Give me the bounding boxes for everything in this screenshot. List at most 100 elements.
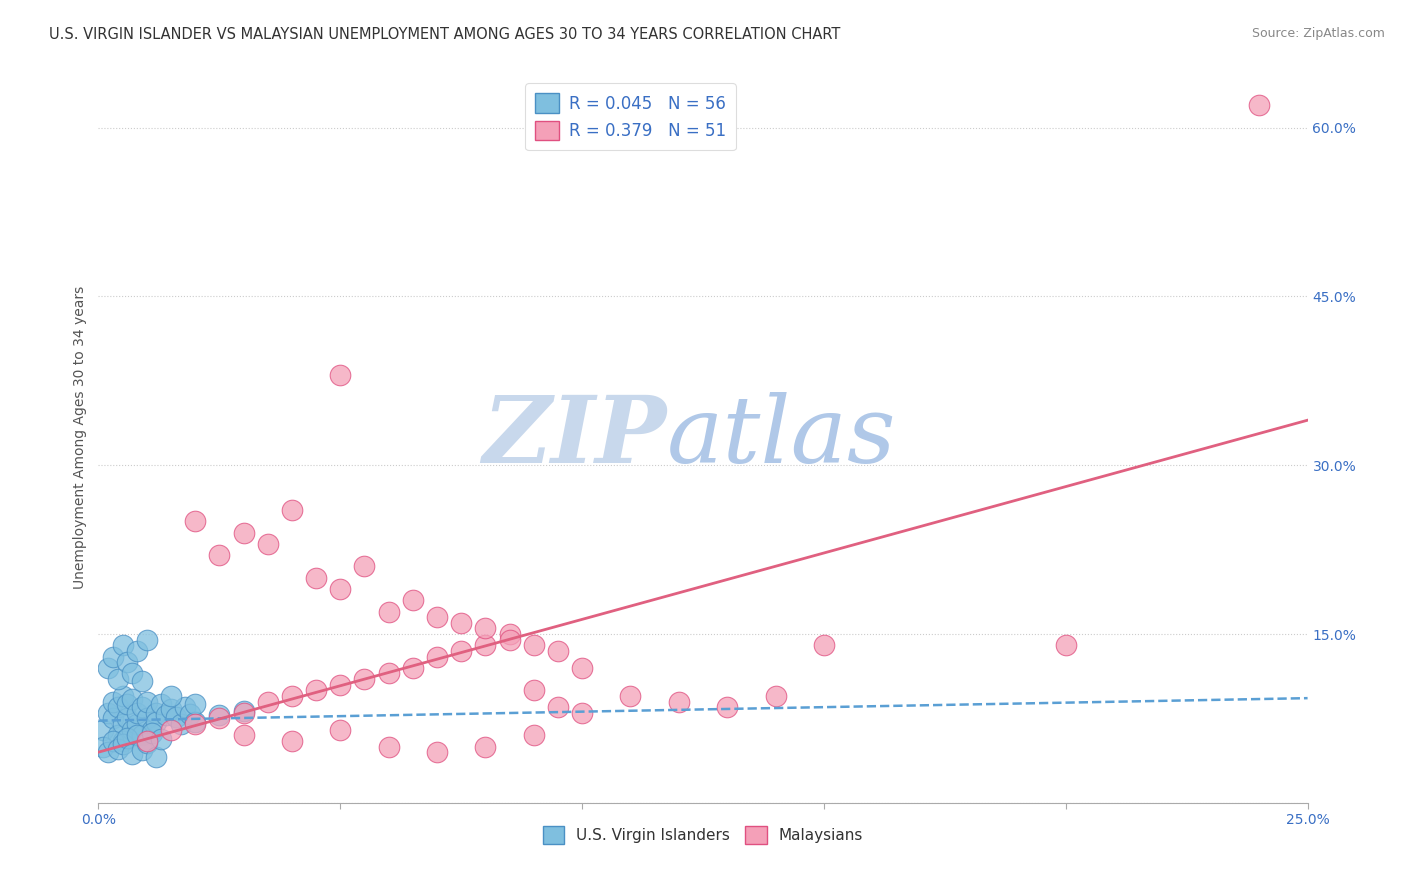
Point <box>353 672 375 686</box>
Point <box>523 728 546 742</box>
Text: atlas: atlas <box>666 392 896 482</box>
Point <box>131 700 153 714</box>
Point <box>101 711 124 725</box>
Point <box>426 649 449 664</box>
Point <box>716 700 738 714</box>
Point <box>208 711 231 725</box>
Point <box>97 661 120 675</box>
Point <box>121 666 143 681</box>
Y-axis label: Unemployment Among Ages 30 to 34 years: Unemployment Among Ages 30 to 34 years <box>73 285 87 589</box>
Text: Source: ZipAtlas.com: Source: ZipAtlas.com <box>1251 27 1385 40</box>
Point <box>111 717 134 731</box>
Point <box>208 708 231 723</box>
Point <box>619 689 641 703</box>
Point <box>107 741 129 756</box>
Point <box>117 697 139 711</box>
Point <box>107 728 129 742</box>
Point <box>281 689 304 703</box>
Point <box>184 717 207 731</box>
Point <box>523 683 546 698</box>
Point <box>329 582 352 596</box>
Point <box>571 706 593 720</box>
Point <box>135 711 157 725</box>
Point <box>101 734 124 748</box>
Point <box>150 697 173 711</box>
Point <box>256 537 278 551</box>
Point <box>127 717 149 731</box>
Point <box>135 694 157 708</box>
Point <box>131 674 153 689</box>
Point <box>169 717 191 731</box>
Point <box>101 694 124 708</box>
Point <box>184 697 207 711</box>
Text: ZIP: ZIP <box>482 392 666 482</box>
Point <box>160 689 183 703</box>
Point <box>145 749 167 764</box>
Point <box>135 632 157 647</box>
Point <box>174 700 197 714</box>
Point <box>232 706 254 720</box>
Point <box>184 515 207 529</box>
Point <box>111 737 134 751</box>
Point <box>498 627 520 641</box>
Point <box>232 525 254 540</box>
Point <box>121 692 143 706</box>
Point <box>813 638 835 652</box>
Point <box>131 728 153 742</box>
Point <box>474 739 496 754</box>
Point <box>117 711 139 725</box>
Point <box>117 731 139 745</box>
Point <box>111 734 134 748</box>
Point <box>127 728 149 742</box>
Point <box>145 706 167 720</box>
Point <box>547 700 569 714</box>
Point <box>305 683 328 698</box>
Point <box>402 593 425 607</box>
Point <box>329 368 352 383</box>
Point <box>571 661 593 675</box>
Point <box>111 638 134 652</box>
Point <box>668 694 690 708</box>
Point <box>131 743 153 757</box>
Point <box>353 559 375 574</box>
Point <box>474 621 496 635</box>
Point <box>135 734 157 748</box>
Point <box>232 728 254 742</box>
Point <box>141 726 163 740</box>
Point <box>160 702 183 716</box>
Point <box>426 610 449 624</box>
Point <box>107 700 129 714</box>
Point <box>145 714 167 729</box>
Point <box>498 632 520 647</box>
Point <box>184 714 207 729</box>
Point <box>281 503 304 517</box>
Point <box>97 706 120 720</box>
Point <box>111 689 134 703</box>
Point <box>377 666 399 681</box>
Point <box>208 548 231 562</box>
Point <box>329 723 352 737</box>
Point <box>523 638 546 652</box>
Point <box>150 731 173 746</box>
Point <box>141 723 163 737</box>
Point <box>256 694 278 708</box>
Point <box>402 661 425 675</box>
Point <box>1054 638 1077 652</box>
Point <box>1249 98 1271 112</box>
Point <box>474 638 496 652</box>
Point <box>117 655 139 669</box>
Point <box>101 649 124 664</box>
Point <box>426 745 449 759</box>
Point <box>127 644 149 658</box>
Point <box>91 723 114 737</box>
Text: U.S. VIRGIN ISLANDER VS MALAYSIAN UNEMPLOYMENT AMONG AGES 30 TO 34 YEARS CORRELA: U.S. VIRGIN ISLANDER VS MALAYSIAN UNEMPL… <box>49 27 841 42</box>
Legend: U.S. Virgin Islanders, Malaysians: U.S. Virgin Islanders, Malaysians <box>537 820 869 850</box>
Point <box>450 644 472 658</box>
Point <box>107 672 129 686</box>
Point <box>97 745 120 759</box>
Point <box>155 708 177 723</box>
Point <box>765 689 787 703</box>
Point <box>165 710 187 724</box>
Point <box>127 706 149 720</box>
Point <box>121 747 143 762</box>
